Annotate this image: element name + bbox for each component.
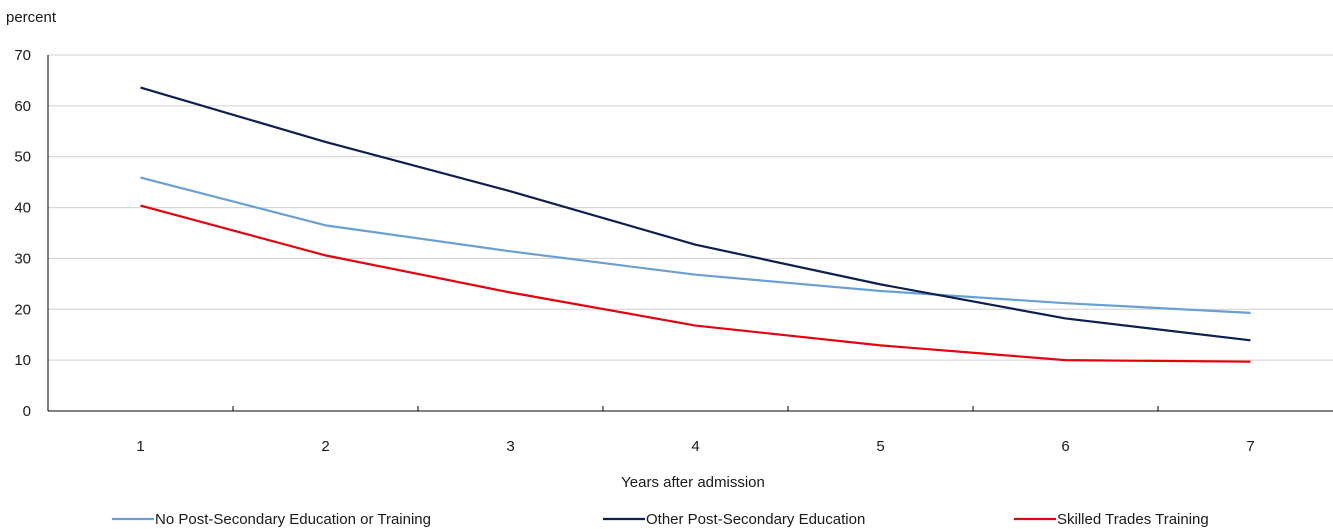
legend-item: No Post-Secondary Education or Training [112, 511, 431, 528]
y-tick-label: 0 [23, 403, 31, 420]
x-tick-label: 3 [506, 438, 514, 455]
legend-item: Skilled Trades Training [1014, 511, 1209, 528]
legend-item: Other Post-Secondary Education [603, 511, 865, 528]
y-tick-label: 40 [14, 200, 31, 217]
x-tick-label: 5 [876, 438, 884, 455]
gridlines [48, 54, 1333, 361]
legend-label: No Post-Secondary Education or Training [155, 511, 431, 528]
y-tick-label: 60 [14, 98, 31, 115]
legend-label: Other Post-Secondary Education [646, 511, 865, 528]
y-tick-label: 70 [14, 47, 31, 64]
series-lines [140, 86, 1251, 363]
x-axis-title: Years after admission [621, 474, 765, 491]
x-tick-label: 6 [1061, 438, 1069, 455]
y-tick-label: 30 [14, 250, 31, 267]
series-line-2 [140, 86, 1251, 342]
y-tick-label: 20 [14, 301, 31, 318]
x-tick-label: 7 [1246, 438, 1254, 455]
x-tick-label: 4 [691, 438, 699, 455]
x-tick-label: 1 [136, 438, 144, 455]
x-tick-label: 2 [321, 438, 329, 455]
y-tick-label: 50 [14, 149, 31, 166]
y-tick-label: 10 [14, 352, 31, 369]
y-axis-ticks: 0 10 20 30 40 50 60 70 [14, 47, 31, 420]
x-axis-ticks: 1 2 3 4 5 6 7 [136, 406, 1255, 455]
legend-label: Skilled Trades Training [1057, 511, 1209, 528]
series-line-3 [140, 204, 1251, 363]
series-line-1 [140, 176, 1251, 314]
y-axis-unit-label: percent [6, 9, 57, 26]
legend: No Post-Secondary Education or Training O… [112, 511, 1209, 528]
axes [47, 55, 1333, 412]
